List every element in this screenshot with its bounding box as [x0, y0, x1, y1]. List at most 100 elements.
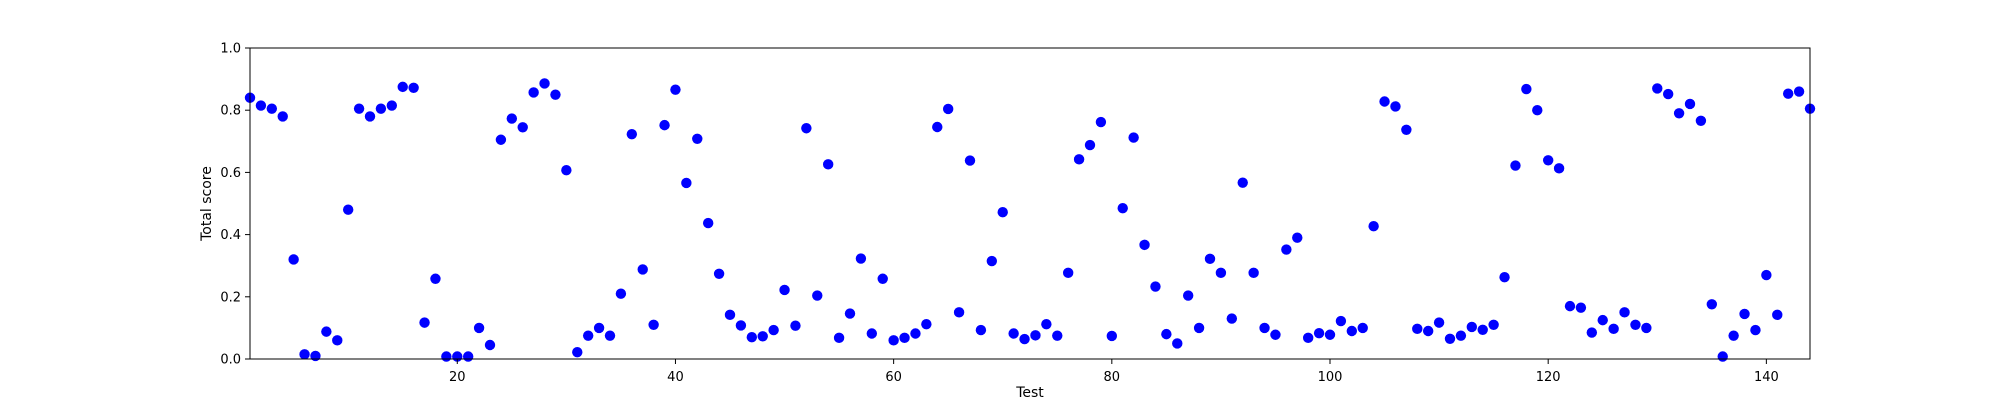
data-point — [1641, 322, 1652, 334]
data-point — [1324, 329, 1336, 340]
data-point — [1772, 309, 1783, 321]
data-point — [1695, 115, 1707, 126]
data-point — [1008, 328, 1019, 339]
data-point — [1761, 269, 1772, 281]
x-tick-label: 40 — [667, 370, 684, 385]
data-point — [1586, 327, 1598, 338]
data-point — [277, 111, 288, 122]
data-point — [495, 134, 507, 145]
y-tick-label: 0.6 — [220, 166, 241, 181]
data-point — [615, 288, 627, 299]
data-point — [1128, 132, 1139, 143]
data-point — [1608, 323, 1619, 335]
y-tick-label: 0.4 — [220, 228, 241, 243]
data-point — [484, 339, 496, 351]
data-point — [942, 103, 954, 115]
data-point — [779, 284, 790, 296]
data-point — [1150, 281, 1161, 292]
data-point — [844, 308, 856, 319]
data-point — [1750, 324, 1761, 336]
x-tick-label: 120 — [1536, 370, 1561, 385]
data-point — [997, 207, 1008, 218]
data-point — [735, 320, 747, 331]
data-point — [1739, 308, 1750, 320]
x-tick-label: 20 — [449, 370, 466, 385]
data-point — [1259, 322, 1270, 334]
data-point — [910, 328, 921, 339]
data-point — [1062, 267, 1074, 279]
data-point — [321, 326, 332, 337]
data-point — [1215, 267, 1227, 279]
data-point — [1084, 139, 1096, 151]
data-point — [561, 165, 572, 176]
data-point — [1193, 322, 1205, 334]
data-point — [932, 121, 943, 133]
data-point — [1368, 221, 1379, 232]
data-point — [550, 89, 561, 100]
y-tick-label: 0.2 — [220, 290, 241, 305]
data-point — [408, 82, 419, 94]
data-point — [1673, 108, 1685, 119]
data-point — [626, 128, 638, 140]
data-point — [1575, 302, 1587, 313]
y-tick-label: 1.0 — [220, 42, 241, 57]
data-point — [1684, 98, 1696, 110]
data-point — [1106, 330, 1118, 342]
data-point — [812, 290, 823, 301]
data-point — [397, 81, 408, 93]
data-point — [1172, 338, 1183, 349]
data-point — [1652, 83, 1663, 94]
data-point — [1052, 330, 1063, 341]
data-point — [1117, 202, 1128, 214]
y-axis-ticks: 0.0 0.2 0.4 0.6 0.8 1.0 — [220, 42, 250, 368]
data-point — [310, 350, 321, 362]
y-tick-label: 0.0 — [220, 353, 241, 368]
data-point — [1357, 322, 1368, 334]
data-point — [288, 254, 299, 265]
data-point — [1477, 324, 1488, 335]
plot-frame — [249, 47, 1811, 360]
y-tick-label: 0.8 — [220, 104, 241, 119]
data-point — [899, 332, 910, 344]
data-point — [266, 103, 278, 114]
data-point — [1161, 328, 1172, 340]
data-point — [604, 330, 616, 341]
data-point — [1488, 319, 1499, 330]
data-point — [757, 331, 768, 342]
data-point — [833, 332, 845, 344]
data-point — [1270, 329, 1281, 340]
data-point — [1226, 313, 1238, 324]
data-point — [1204, 253, 1216, 265]
data-point — [1706, 299, 1718, 310]
data-point — [1182, 290, 1194, 301]
data-point — [953, 307, 965, 318]
data-point — [462, 351, 474, 362]
data-point — [659, 119, 670, 131]
data-point — [441, 351, 452, 362]
data-point — [1542, 155, 1554, 166]
data-point — [1237, 177, 1248, 188]
data-point — [255, 100, 267, 111]
data-point — [1313, 327, 1325, 339]
data-point — [790, 320, 801, 331]
data-point — [724, 309, 736, 321]
data-point — [375, 103, 387, 114]
data-point — [1630, 319, 1641, 330]
data-point — [801, 123, 812, 134]
data-point — [1095, 116, 1107, 128]
data-point — [921, 318, 932, 330]
x-tick-label: 100 — [1318, 370, 1343, 385]
data-point — [1335, 315, 1347, 327]
data-point — [353, 103, 365, 114]
data-point — [1597, 314, 1608, 326]
data-point — [1728, 330, 1739, 341]
data-point — [473, 322, 485, 334]
data-point — [1412, 323, 1423, 335]
data-point — [1717, 351, 1728, 362]
data-point — [506, 113, 518, 124]
data-point — [539, 78, 550, 89]
y-axis-label: Total score — [199, 166, 215, 242]
data-point — [299, 349, 310, 360]
data-point — [1346, 325, 1358, 337]
